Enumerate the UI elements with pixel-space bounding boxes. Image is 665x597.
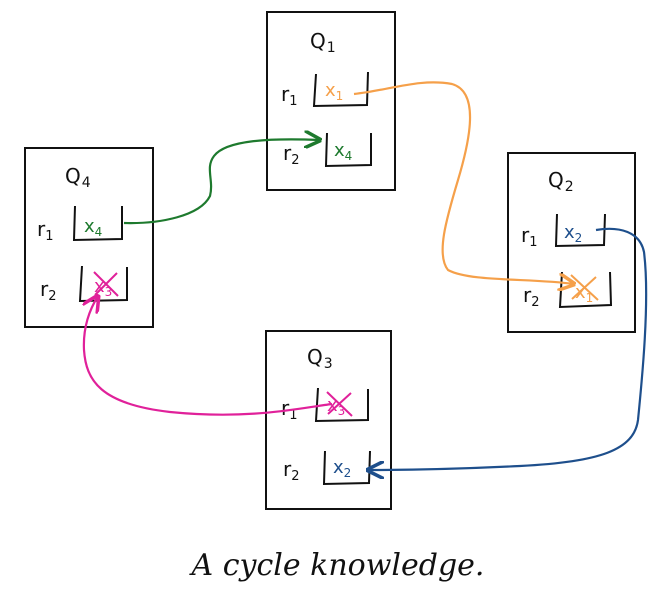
slot-value: x2 [564, 222, 582, 245]
register-row-q1-r1: r1 x1 [281, 71, 369, 109]
slot-bracket [324, 132, 372, 168]
register-row-q2-r2: r2 x1 [523, 271, 613, 310]
agent-title-q1: Q1 [310, 29, 336, 56]
register-row-q4-r1: r1 x4 [37, 205, 123, 244]
slot-bracket [72, 205, 123, 242]
slot-value: x2 [333, 457, 351, 480]
register-row-q3-r1: r1 x3 [281, 387, 369, 423]
arrow-x3-q3-to-q4 [84, 296, 333, 416]
register-row-q3-r2: r2 x2 [283, 450, 371, 486]
register-row-q1-r2: r2 x4 [283, 132, 372, 168]
agent-title-q2: Q2 [548, 168, 574, 195]
register-label: r2 [283, 141, 300, 168]
slot-value: x4 [84, 216, 102, 239]
slot-bracket [78, 265, 128, 303]
slot-value: x4 [334, 140, 352, 163]
crossed-mark [326, 391, 353, 417]
arrow-x2-q2-to-q3 [368, 227, 648, 470]
register-label: r1 [281, 82, 298, 109]
arrow-x4-q4-to-q1 [123, 139, 320, 225]
slot-value: x3 [94, 276, 112, 299]
register-label: r2 [283, 457, 300, 484]
agent-title-q3: Q3 [307, 345, 333, 372]
register-label: r1 [281, 396, 298, 423]
register-row-q4-r2: r2 x3 [40, 265, 128, 304]
register-label: r2 [40, 277, 57, 304]
agent-title-q4: Q4 [65, 164, 91, 191]
arrow-x1-q1-to-q2 [353, 81, 574, 284]
agent-box-q2: Q2 r1 x2 r2 x1 [507, 152, 636, 333]
agent-box-q4: Q4 r1 x4 r2 x3 [24, 147, 154, 328]
agent-box-q1: Q1 r1 x1 r2 x4 [266, 11, 396, 191]
slot-bracket [314, 387, 369, 423]
register-label: r2 [523, 283, 540, 310]
register-row-q2-r1: r1 x2 [521, 213, 606, 250]
agent-box-q3: Q3 r1 x3 r2 x2 [265, 330, 392, 510]
slot-value: x1 [325, 80, 343, 103]
register-label: r1 [37, 217, 54, 244]
slot-value: x3 [327, 395, 345, 418]
register-label: r1 [521, 223, 538, 250]
diagram-caption: A cycle knowledge. [189, 548, 485, 583]
slot-bracket [312, 71, 369, 108]
